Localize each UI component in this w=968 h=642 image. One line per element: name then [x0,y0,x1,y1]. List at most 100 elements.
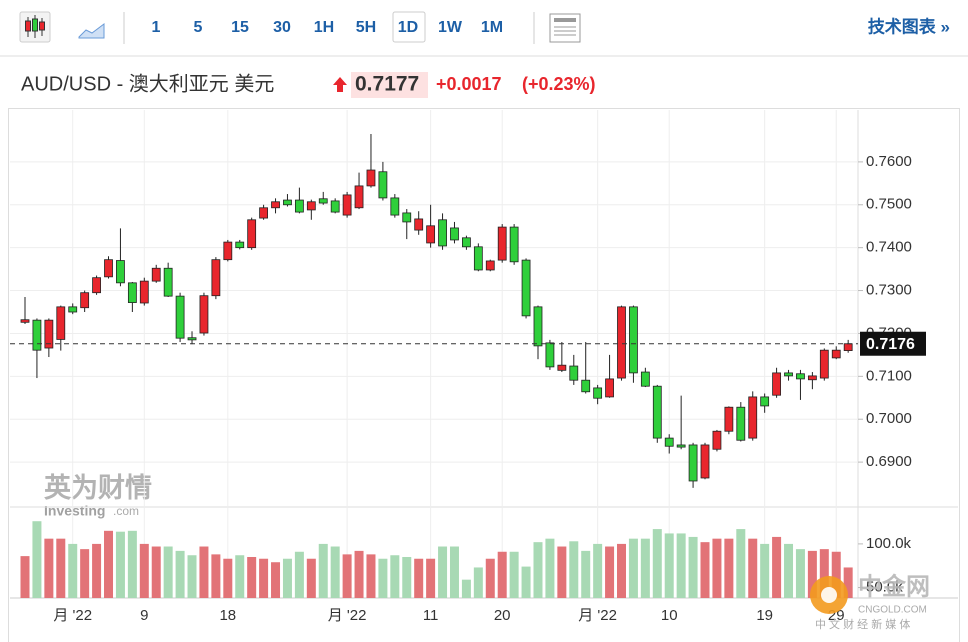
interval-button[interactable]: 1 [152,19,161,36]
volume-bar [473,567,483,598]
volume-bar [485,558,495,598]
x-tick-label: 18 [219,607,236,624]
candle-body [640,371,650,387]
candle-body [390,197,400,216]
candle-body [605,378,614,398]
candle-body [20,319,30,323]
candle-body [617,306,626,379]
change: +0.0017 [436,74,502,94]
volume-bar [461,579,471,598]
volume-bar [402,556,412,598]
volume-bar [784,543,794,598]
cngold-logo-inner [821,587,837,603]
x-tick-label: 19 [756,607,773,624]
volume-bar [497,551,507,598]
candle-body [68,306,78,313]
volume-bar [569,541,579,598]
interval-button[interactable]: 1H [314,19,334,36]
volume-bar [390,555,400,598]
volume-bar [807,550,817,598]
candle-body [56,306,66,340]
volume-bar [294,551,304,598]
volume-bar [247,556,257,598]
candle-body [450,227,459,241]
volume-bar [354,550,364,598]
candle-body [700,444,710,479]
candle-body [306,201,316,211]
volume-bar [712,538,722,598]
layout-icon[interactable] [549,13,581,43]
volume-bar [688,536,698,598]
volume-bar [664,533,674,598]
volume-bar [139,543,149,598]
volume-bar [414,558,424,598]
candle-body [485,260,495,271]
volume-bar [235,555,245,598]
volume-bar [521,566,531,598]
candle-body [807,375,817,381]
interval-button[interactable]: 1M [481,19,503,36]
area-icon[interactable] [78,23,105,39]
tech-chart-link[interactable]: 技术图表 » [868,16,950,36]
volume-bar [438,546,448,598]
candle-body [533,306,543,347]
price-highlight [351,72,428,98]
price: 0.7177 [355,73,419,96]
volume-bar [44,538,54,598]
volume-bar [760,543,770,598]
interval-button[interactable]: 5H [356,19,376,36]
volume-bar [163,546,173,598]
y2-tick-label: 50.0k [866,578,903,595]
interval-button[interactable]: 1W [438,19,463,36]
chart-frame [8,108,960,642]
candle-body [127,282,137,303]
candle-body [294,199,304,213]
volume-bar [557,546,567,598]
candle-body [354,185,364,209]
candle-body [712,430,722,450]
candle-body [462,237,471,248]
candle-body [366,169,376,187]
candle-body [342,194,352,216]
candle-body [259,207,269,219]
x-tick-label: 11 [423,607,439,624]
interval-button[interactable]: 30 [273,19,291,36]
candle-body [271,201,280,209]
candle-icon[interactable] [19,11,51,43]
y-tick-label: 0.7500 [866,196,912,213]
candle-body [819,349,829,379]
y-tick-label: 0.7600 [866,153,912,170]
selected-box [392,11,426,43]
candle-body [629,306,638,374]
volume-bar [127,530,137,598]
interval-button[interactable]: 15 [231,19,249,36]
y-tick-label: 0.6900 [866,453,912,470]
x-tick-label: 10 [661,607,678,624]
candle-body [784,372,793,377]
volume-bar [342,554,352,598]
candle-body [796,373,805,380]
volume-bar [724,538,734,598]
x-tick-label: 月 '22 [53,607,92,624]
volume-bar [366,554,376,598]
volume-bar [32,521,42,598]
candle-body [402,212,412,223]
volume-bar [831,551,841,598]
volume-bar [211,554,221,598]
plot: 月 '22 9 18 月 '22 11 20 月 '22 10 19 290.76000.7500… [10,110,958,624]
volume-bar [282,558,292,598]
volume-bar [843,567,853,598]
volume-bar [187,555,197,598]
volume-bar [509,551,519,598]
volume-bar [593,543,603,598]
candle-body [318,198,328,204]
candle-body [223,241,233,261]
volume-bar [545,538,555,598]
candle-body [497,226,507,261]
candle-body [509,226,519,263]
candle-body [426,225,436,244]
interval-button[interactable]: 1D [398,19,418,36]
candle-body [473,246,483,271]
interval-button[interactable]: 5 [194,19,203,36]
candle-body [676,444,686,448]
